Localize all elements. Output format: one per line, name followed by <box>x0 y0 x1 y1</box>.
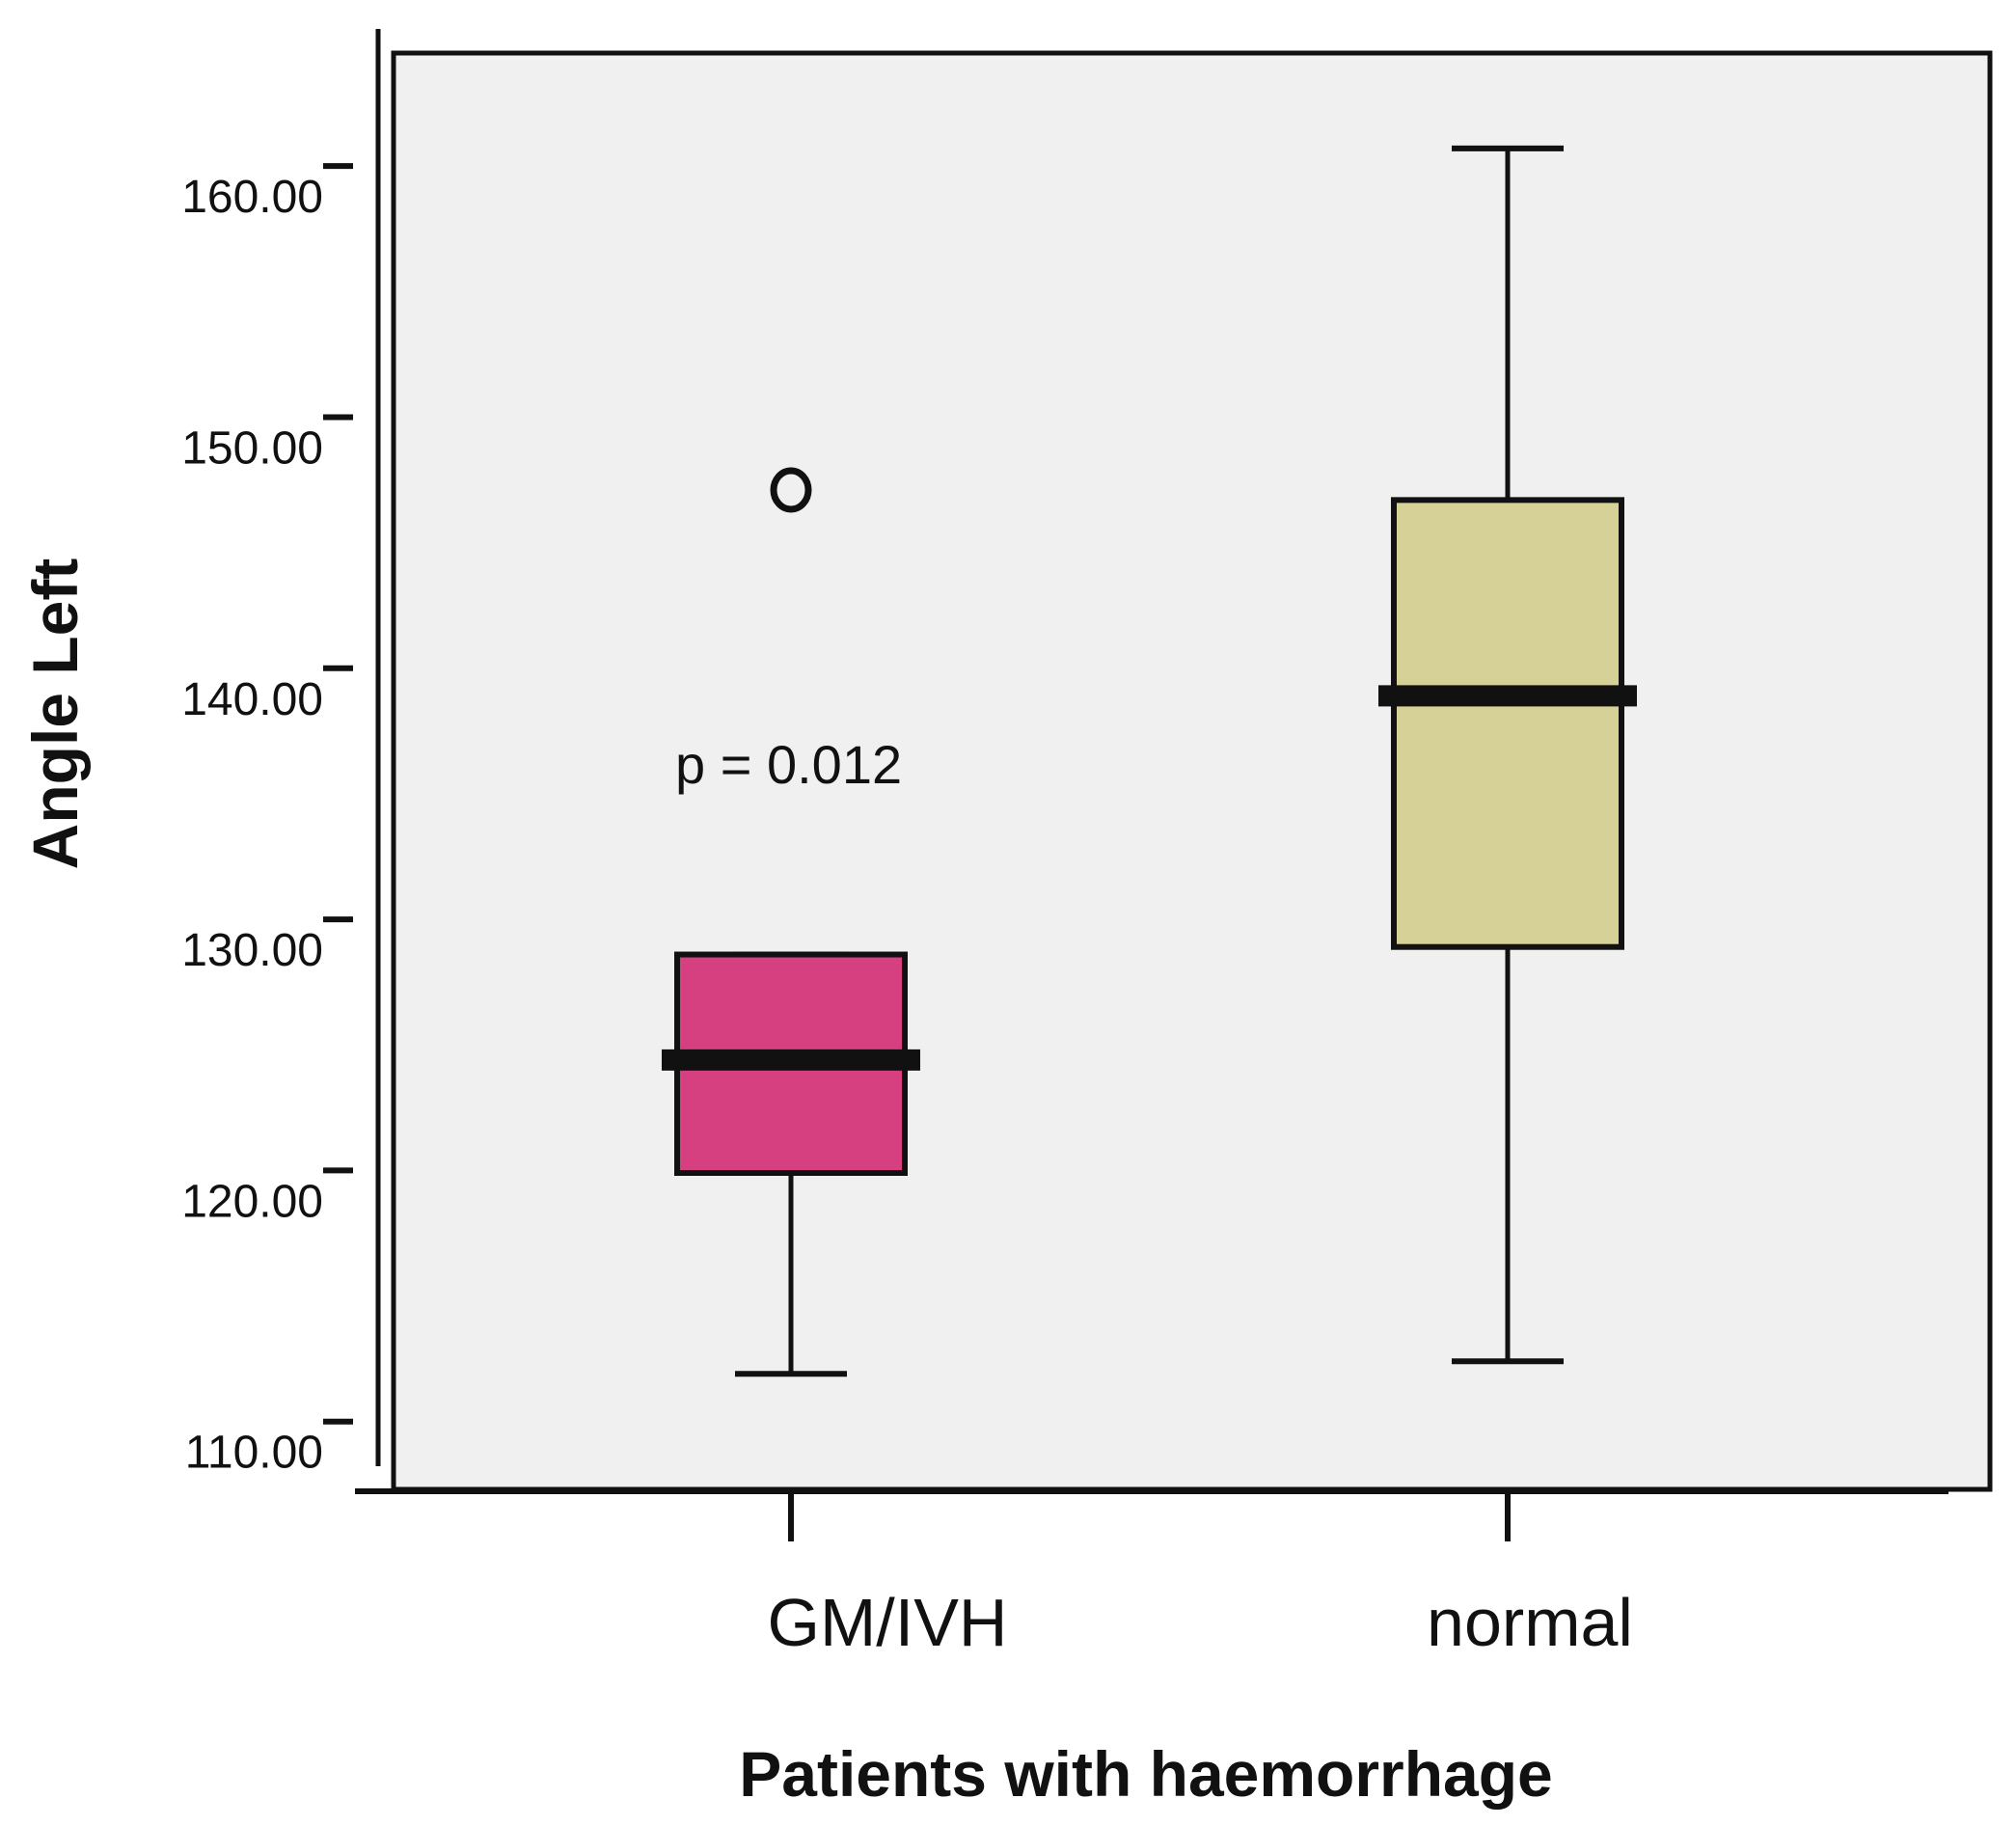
outlier-point <box>770 467 812 513</box>
y-tick-label: 110.00 <box>185 1428 323 1479</box>
x-axis-title: Patients with haemorrhage <box>739 1738 1553 1810</box>
y-tick-label: 140.00 <box>181 674 323 725</box>
x-tick-label: normal <box>1427 1585 1633 1660</box>
y-tick-label: 150.00 <box>181 422 323 474</box>
p-value-annotation: p = 0.012 <box>675 734 902 795</box>
box-iqr <box>1391 497 1624 950</box>
box-group <box>1378 145 1637 1365</box>
x-axis-ticks: GM/IVH normal <box>768 1493 1633 1660</box>
y-tick-label: 160.00 <box>181 172 323 223</box>
y-tick-label: 120.00 <box>181 1176 323 1227</box>
plot-background <box>391 50 1993 1492</box>
y-axis-ticks: 110.00 120.00 130.00 140.00 150.00 160.00 <box>181 163 353 1479</box>
box-series <box>662 145 1637 1377</box>
x-tick-label: GM/IVH <box>768 1585 1008 1660</box>
y-axis-title: Angle Left <box>19 559 91 870</box>
box-group <box>662 467 920 1377</box>
y-tick-label: 130.00 <box>181 925 323 976</box>
